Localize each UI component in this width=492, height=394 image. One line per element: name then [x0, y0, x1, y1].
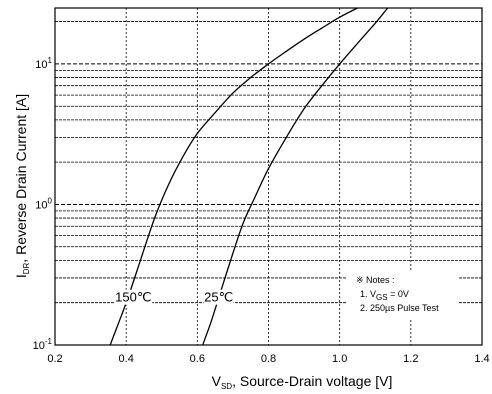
series-labels: 150℃ 25℃	[114, 289, 234, 305]
x-tick-label: 1.2	[403, 353, 418, 365]
notes-line2: 2. 250µs Pulse Test	[360, 303, 439, 313]
x-tick-label: 0.8	[261, 353, 276, 365]
y-axis-label: IDR, Reverse Drain Current [A]	[13, 94, 31, 278]
series-line	[202, 7, 389, 346]
x-tick-label: 0.2	[47, 353, 62, 365]
series-label-bg	[203, 289, 234, 305]
x-axis-label: VSD, Source-Drain voltage [V]	[212, 373, 393, 391]
series-label-bg	[114, 289, 153, 305]
x-tick-label: 0.4	[119, 353, 134, 365]
x-tick-label: 1.0	[332, 353, 347, 365]
series-label: 150℃	[115, 290, 151, 305]
series-line	[109, 7, 358, 346]
notes-box: ※ Notes : 1. VGS = 0V 2. 250µs Pulse Tes…	[346, 270, 458, 320]
notes-title: ※ Notes :	[356, 275, 395, 285]
notes-background	[346, 270, 458, 320]
y-tick-labels: 10-1 100 101	[33, 56, 53, 352]
series-label: 25℃	[204, 290, 233, 305]
x-tick-label: 1.4	[474, 353, 489, 365]
y-tick-label: 100	[35, 196, 52, 211]
series-curves	[109, 7, 389, 346]
y-tick-label: 101	[35, 56, 52, 71]
x-tick-labels: 0.2 0.4 0.6 0.8 1.0 1.2 1.4	[47, 353, 489, 365]
plot-frame	[54, 7, 483, 346]
x-tick-label: 0.6	[190, 353, 205, 365]
y-tick-label: 10-1	[33, 337, 53, 352]
notes-line1: 1. VGS = 0V	[360, 289, 409, 302]
